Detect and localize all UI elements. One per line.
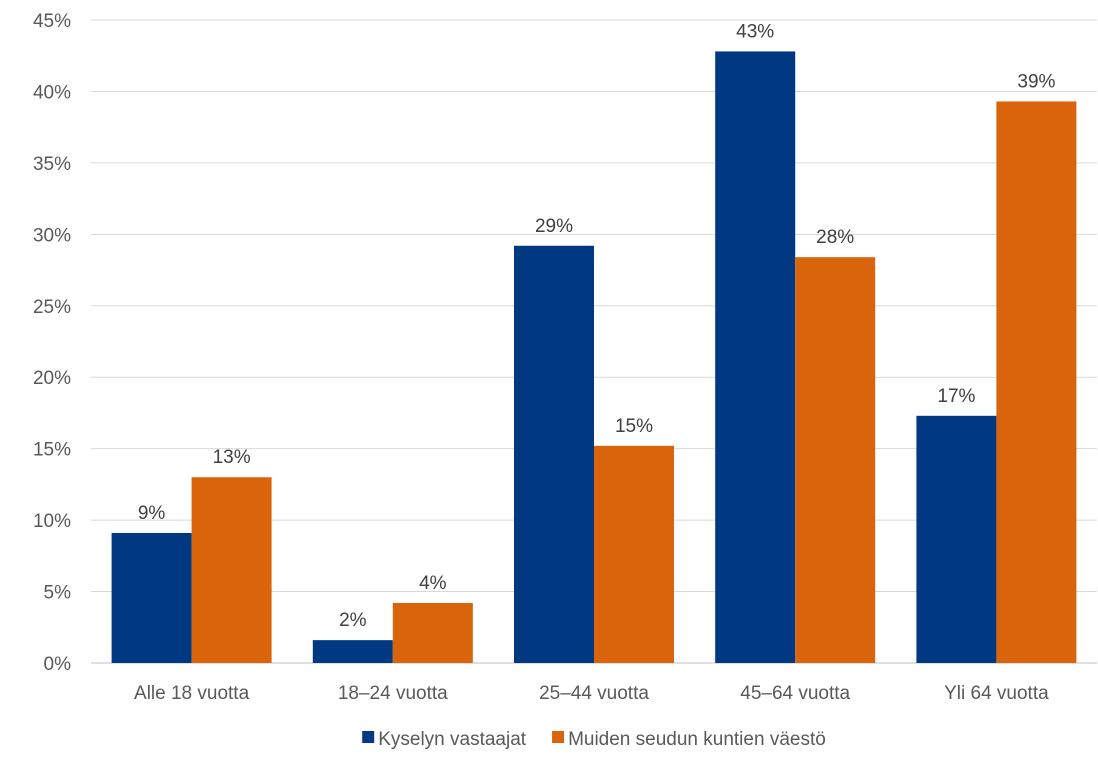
- y-axis-tick-labels: 0% 5% 10% 15% 20% 25% 30% 35% 40% 45%: [33, 11, 71, 675]
- data-label: 2%: [339, 610, 367, 631]
- data-label: 28%: [816, 227, 854, 248]
- data-labels: 9% 13% 2% 4% 29% 15% 43% 28% 17% 39%: [138, 21, 1056, 631]
- bar-kyselyn-vastaajat: [514, 245, 594, 663]
- legend-swatch: [552, 731, 565, 743]
- y-tick-label: 30%: [33, 225, 71, 246]
- y-tick-label: 10%: [33, 511, 71, 532]
- y-tick-label: 0%: [44, 654, 72, 675]
- x-tick-label: 18–24 vuotta: [338, 683, 448, 704]
- x-tick-label: 25–44 vuotta: [539, 683, 649, 704]
- bar-muiden-seudun-kuntien-vaesto: [795, 257, 876, 663]
- y-tick-label: 5%: [44, 583, 72, 604]
- y-tick-label: 35%: [33, 154, 71, 175]
- y-tick-label: 45%: [33, 11, 71, 32]
- bar-muiden-seudun-kuntien-vaesto: [594, 445, 674, 663]
- data-label: 29%: [535, 216, 573, 237]
- x-axis-tick-labels: Alle 18 vuotta 18–24 vuotta 25–44 vuotta 45…: [134, 683, 1049, 704]
- x-tick-label: Alle 18 vuotta: [134, 683, 250, 704]
- y-tick-label: 40%: [33, 82, 71, 103]
- bar-muiden-seudun-kuntien-vaesto: [392, 602, 473, 663]
- data-label: 15%: [615, 416, 653, 437]
- data-label: 9%: [138, 503, 166, 524]
- data-label: 13%: [213, 447, 251, 468]
- data-label: 43%: [736, 21, 774, 42]
- bar-kyselyn-vastaajat: [916, 415, 997, 663]
- legend-label: Kyselyn vastaajat: [378, 729, 527, 750]
- bar-muiden-seudun-kuntien-vaesto: [996, 101, 1077, 664]
- data-label: 4%: [419, 573, 447, 594]
- bar-kyselyn-vastaajat: [312, 640, 393, 663]
- bar-kyselyn-vastaajat: [111, 532, 192, 663]
- y-tick-label: 15%: [33, 440, 71, 461]
- data-label: 17%: [937, 386, 975, 407]
- x-tick-label: 45–64 vuotta: [740, 683, 850, 704]
- bars: [111, 51, 1077, 664]
- data-label: 39%: [1017, 71, 1055, 92]
- y-tick-label: 20%: [33, 368, 71, 389]
- legend: Kyselyn vastaajat Muiden seudun kuntien v…: [362, 729, 826, 750]
- bar-kyselyn-vastaajat: [715, 51, 796, 664]
- x-tick-label: Yli 64 vuotta: [944, 683, 1049, 704]
- y-tick-label: 25%: [33, 297, 71, 318]
- bar-muiden-seudun-kuntien-vaesto: [191, 477, 272, 663]
- legend-label: Muiden seudun kuntien väestö: [568, 729, 826, 750]
- legend-swatch: [362, 731, 375, 743]
